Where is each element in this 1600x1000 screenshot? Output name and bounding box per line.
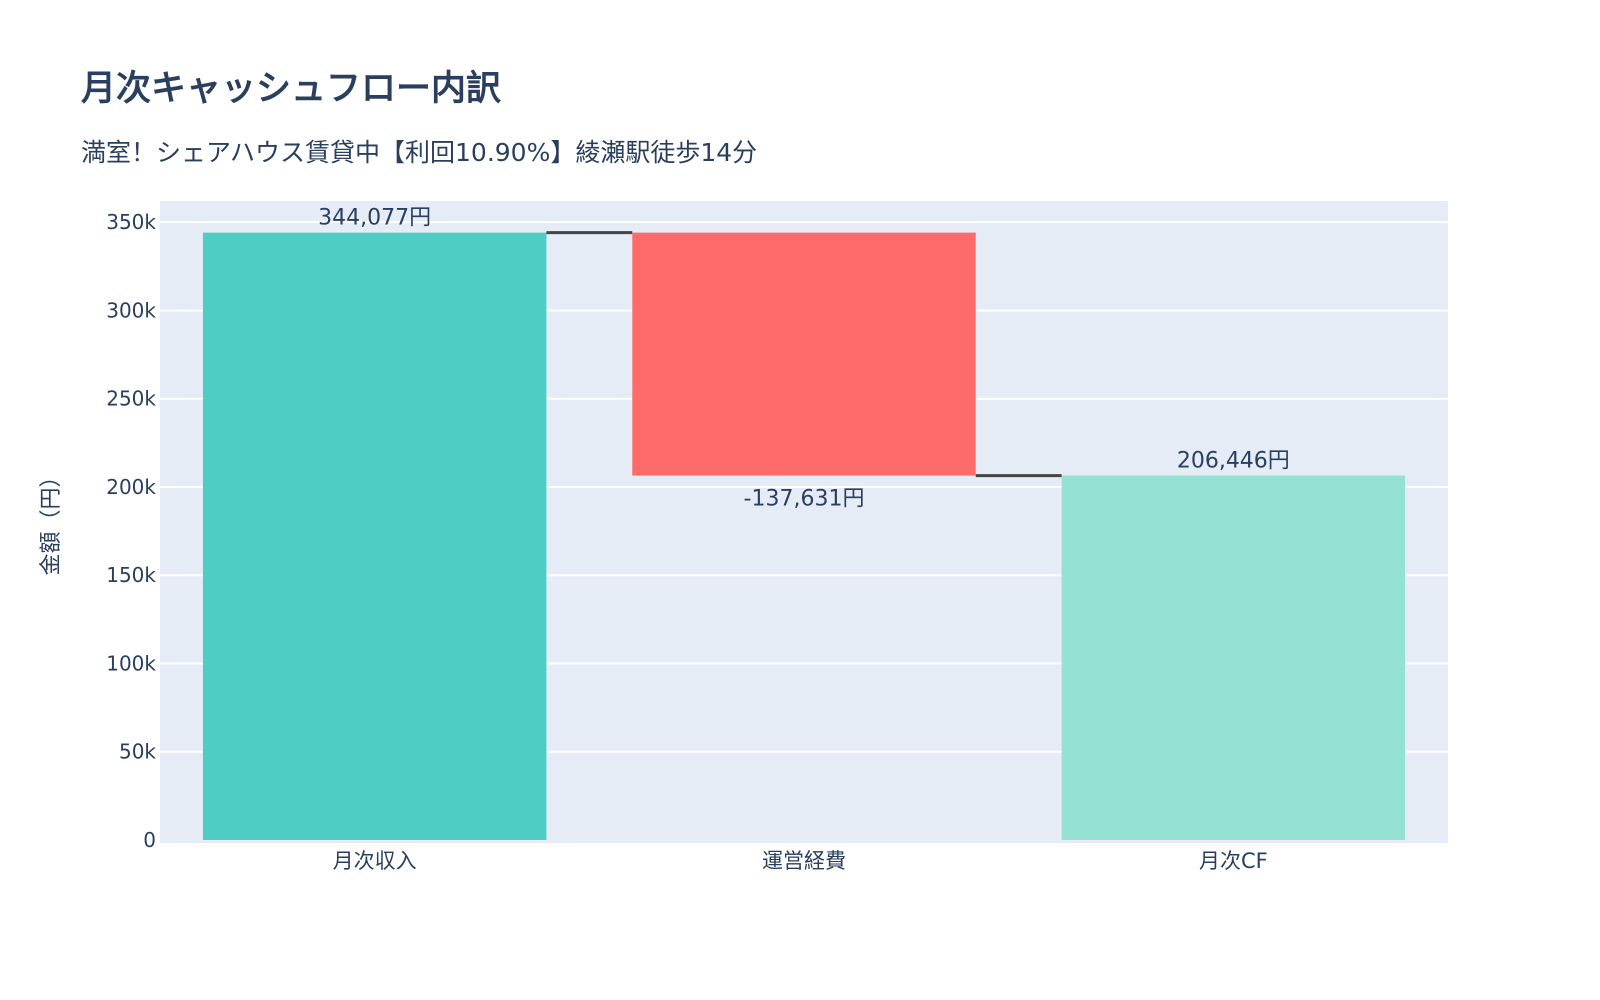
y-tick-label: 50k bbox=[119, 740, 156, 764]
data-label: -137,631円 bbox=[744, 487, 865, 512]
y-tick-label: 100k bbox=[106, 651, 156, 675]
y-axis-title: 金額（円） bbox=[39, 465, 64, 575]
y-tick-label: 350k bbox=[106, 210, 156, 234]
x-tick-label: 月次収入 bbox=[333, 849, 417, 873]
y-tick-label: 300k bbox=[106, 298, 156, 322]
data-label: 344,077円 bbox=[318, 206, 431, 231]
y-tick-label: 0 bbox=[143, 828, 156, 852]
chart-title: 月次キャッシュフロー内訳 bbox=[81, 69, 502, 109]
bar-3 bbox=[1061, 475, 1406, 840]
x-tick-label: 月次CF bbox=[1199, 849, 1268, 873]
bar-2 bbox=[632, 232, 976, 476]
y-tick-label: 250k bbox=[106, 387, 156, 411]
data-label: 206,446円 bbox=[1177, 449, 1290, 474]
bar-1 bbox=[202, 232, 547, 840]
y-tick-label: 200k bbox=[106, 475, 156, 499]
y-tick-label: 150k bbox=[106, 563, 156, 587]
chart-subtitle: 満室！シェアハウス賃貸中【利回10.90%】綾瀬駅徒歩14分 bbox=[81, 138, 758, 167]
x-tick-label: 運営経費 bbox=[762, 849, 846, 873]
